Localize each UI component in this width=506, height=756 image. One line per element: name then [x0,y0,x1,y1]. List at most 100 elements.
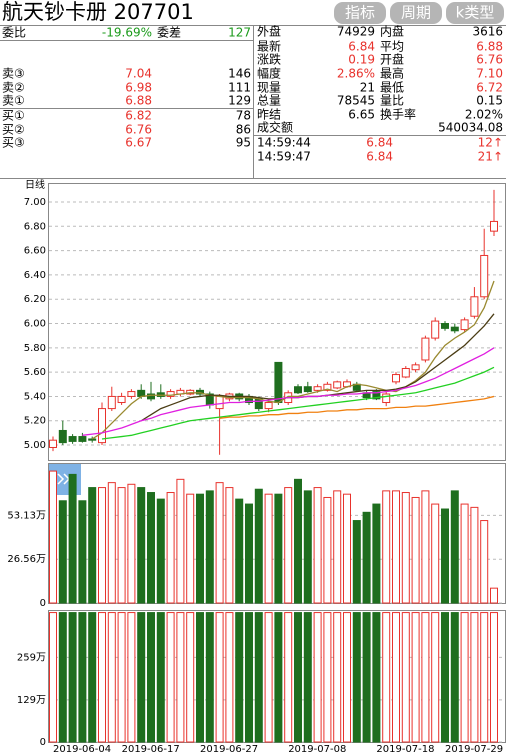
y-tick-label: 5.60 [24,367,46,378]
volume-bar [137,487,146,604]
volume-bar [205,490,214,604]
quote-label: 幅度 [257,66,281,81]
page-title: 航天钞卡册 207701 [2,0,194,24]
quote-label: 昨结 [257,108,281,122]
volume-bar [225,487,234,604]
volume-bar [392,490,400,604]
volume-bar [382,490,391,604]
x-tick-label: 2019-06-04 [53,744,111,755]
volume-bar [323,612,332,743]
quote-label: 开盘 [380,52,404,67]
volume-bar [460,503,469,604]
volume-bar [107,612,116,743]
candle-body [58,429,67,444]
button-bg[interactable] [390,2,442,24]
volume-bar [88,612,97,743]
volume-bar [303,612,312,743]
volume-bar [264,493,273,604]
volume-bar [98,612,106,743]
period-button[interactable]: 周期 [401,4,431,22]
volume-bar [117,612,126,743]
volume-bar [49,612,57,743]
candle-body [460,319,469,331]
candle-body [333,381,342,389]
volume-bar [215,612,224,743]
quote-label: 平均 [380,40,404,54]
volume-bar [254,612,263,743]
volume-bar [186,493,195,604]
volume-bar [274,493,283,604]
y-tick-label: 5.40 [24,391,46,402]
quote-label: 量比 [380,94,404,108]
quote-value: 21 [360,81,375,95]
book-volume: 129 [228,94,251,108]
volume-bar [78,612,87,743]
candle-body [88,438,97,441]
quote-label: 内盘 [380,24,404,39]
y-tick-label: 259万 [17,652,46,663]
button-bg[interactable] [334,2,386,24]
book-label: 买② [2,123,25,137]
quote-value: 6.76 [476,53,503,67]
weibi-value: -19.69% [102,26,152,40]
candle-body [421,337,430,361]
tick-price: 6.84 [366,150,393,164]
volume-bar [431,503,440,604]
volume-bar [352,612,361,743]
indicator-button[interactable]: 指标 [345,4,375,22]
weicha-value: 127 [228,26,251,40]
candle-body [480,254,489,298]
volume-bar [245,503,253,604]
button-bg[interactable] [446,2,504,24]
volume-bar [450,612,459,743]
volume-bar [401,492,410,604]
y-tick-label: 5.00 [24,440,46,451]
candle-body [431,320,440,339]
y-tick-label: 6.60 [24,246,46,257]
volume-bar [382,612,391,743]
volume-bar [470,612,479,743]
volume-bar [274,612,283,743]
book-label: 买① [2,109,25,123]
volume-bar [470,506,479,604]
y-tick-label: 5.20 [24,416,46,427]
volume-bar [98,487,106,604]
y-tick-label: 129万 [17,695,46,706]
y-tick-label: 6.20 [24,294,46,305]
candle-body [49,439,57,448]
tick-time: 14:59:44 [257,136,311,150]
volume-bar [245,612,253,743]
quote-value: 78545 [337,94,375,108]
volume-bar [333,490,342,604]
quote-label: 涨跌 [257,52,281,67]
book-volume: 111 [228,81,251,95]
candle-body [78,436,87,442]
x-tick-label: 2019-06-27 [200,744,258,755]
volume-bar [480,612,489,743]
volume-bar [401,612,410,743]
quote-value: 2.86% [337,67,375,81]
book-label: 买③ [2,136,25,150]
volume-bar [421,490,430,604]
volume-bar [147,492,155,604]
volume-bar [431,612,440,743]
y-tick-label: 6.80 [24,221,46,232]
moving-average [219,395,495,419]
ktype-button[interactable]: k类型 [456,4,495,22]
volume-bar [372,503,381,604]
candle-body [215,395,224,410]
y-tick-label: 0 [40,737,46,748]
candle-body [490,220,498,232]
volume-bar [441,612,449,743]
volume-bar [127,483,136,604]
y-tick-label: 6.40 [24,270,46,281]
candle-body [401,367,410,378]
quote-value: 6.65 [348,108,375,122]
quote-label: 换手率 [380,107,416,122]
candle-body [372,391,381,400]
candle-body [313,386,322,391]
candle-body [392,374,400,383]
volume-bar [147,612,155,743]
volume-bar [411,496,420,604]
